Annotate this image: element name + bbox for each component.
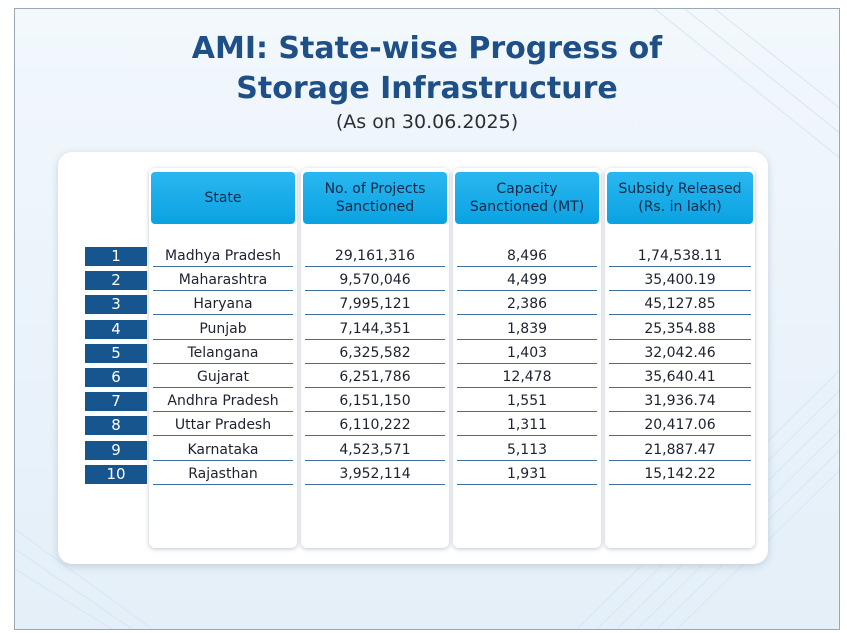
row-number-badge: 5: [85, 344, 147, 363]
row-number-badge: 4: [85, 320, 147, 339]
state-cell: Uttar Pradesh: [153, 415, 293, 436]
row-number-badge: 8: [85, 416, 147, 435]
subsidy-cell: 1,74,538.11: [609, 246, 751, 267]
projects-cell: 3,952,114: [305, 464, 445, 485]
projects-cell: 9,570,046: [305, 270, 445, 291]
capacity-cell: 8,496: [457, 246, 597, 267]
state-cell: Madhya Pradesh: [153, 246, 293, 267]
projects-cell: 6,151,150: [305, 391, 445, 412]
capacity-cell: 1,839: [457, 319, 597, 340]
state-cell: Punjab: [153, 319, 293, 340]
capacity-cell: 1,551: [457, 391, 597, 412]
row-number-badge: 1: [85, 247, 147, 266]
subsidy-cell: 35,640.41: [609, 367, 751, 388]
projects-cell: 6,251,786: [305, 367, 445, 388]
state-cell: Karnataka: [153, 440, 293, 461]
state-cell: Telangana: [153, 343, 293, 364]
state-cell: Gujarat: [153, 367, 293, 388]
state-cell: Rajasthan: [153, 464, 293, 485]
capacity-cell: 1,311: [457, 415, 597, 436]
page-title: AMI: State-wise Progress of Storage Infr…: [15, 29, 839, 109]
header-capacity: Capacity Sanctioned (MT): [455, 172, 599, 224]
capacity-cell: 5,113: [457, 440, 597, 461]
subsidy-cell: 45,127.85: [609, 294, 751, 315]
row-number-badge: 6: [85, 368, 147, 387]
subsidy-cell: 35,400.19: [609, 270, 751, 291]
header-state: State: [151, 172, 295, 224]
subsidy-cell: 25,354.88: [609, 319, 751, 340]
state-cell: Maharashtra: [153, 270, 293, 291]
projects-cell: 4,523,571: [305, 440, 445, 461]
state-cell: Haryana: [153, 294, 293, 315]
as-on-date: (As on 30.06.2025): [335, 111, 519, 133]
row-number-badge: 10: [85, 465, 147, 484]
subsidy-cell: 15,142.22: [609, 464, 751, 485]
row-number-badge: 9: [85, 441, 147, 460]
projects-cell: 6,110,222: [305, 415, 445, 436]
projects-cell: 7,995,121: [305, 294, 445, 315]
subsidy-cell: 31,936.74: [609, 391, 751, 412]
subsidy-cell: 21,887.47: [609, 440, 751, 461]
title-line-1: AMI: State-wise Progress of: [191, 31, 663, 66]
projects-cell: 7,144,351: [305, 319, 445, 340]
header-subsidy: Subsidy Released (Rs. in lakh): [607, 172, 753, 224]
subsidy-cell: 32,042.46: [609, 343, 751, 364]
capacity-cell: 4,499: [457, 270, 597, 291]
row-number-badge: 2: [85, 271, 147, 290]
header-projects: No. of Projects Sanctioned: [303, 172, 447, 224]
projects-cell: 6,325,582: [305, 343, 445, 364]
projects-cell: 29,161,316: [305, 246, 445, 267]
capacity-cell: 1,931: [457, 464, 597, 485]
subsidy-cell: 20,417.06: [609, 415, 751, 436]
capacity-cell: 2,386: [457, 294, 597, 315]
row-number-badge: 3: [85, 295, 147, 314]
row-number-badge: 7: [85, 392, 147, 411]
title-line-2: Storage Infrastructure: [236, 71, 618, 106]
capacity-cell: 12,478: [457, 367, 597, 388]
capacity-cell: 1,403: [457, 343, 597, 364]
state-cell: Andhra Pradesh: [153, 391, 293, 412]
